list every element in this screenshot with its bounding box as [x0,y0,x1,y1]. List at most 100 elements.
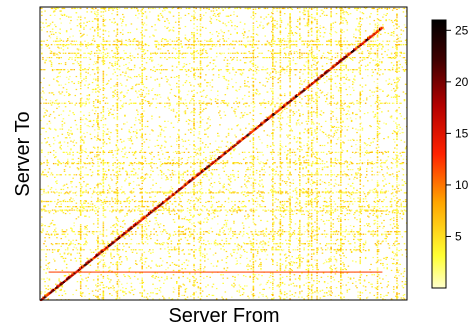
heatmap-cell [223,100,226,102]
heatmap-cell [58,47,60,49]
heatmap-cell [373,81,376,83]
heatmap-cell [369,95,371,97]
heatmap-cell [103,216,106,218]
heatmap-cell [209,81,211,84]
heatmap-cell [209,98,211,100]
heatmap-cell [312,142,314,144]
heatmap-cell [197,221,200,223]
heatmap-cell [69,22,71,24]
heatmap-cell [105,176,108,178]
heatmap-cell [109,186,111,188]
heatmap-cell [184,268,187,270]
heatmap-cell [381,62,383,64]
heatmap-cell [265,235,268,237]
heatmap-cell [212,254,215,256]
heatmap-cell [48,47,51,49]
heatmap-cell [205,192,207,194]
heatmap-cell [319,113,322,116]
heatmap-cell [173,76,176,79]
heatmap-cell [249,61,251,63]
heatmap-cell [184,288,187,291]
heatmap-cell [276,218,278,220]
heatmap-cell [152,184,154,186]
heatmap-cell [260,113,262,115]
heatmap-cell [246,113,248,116]
heatmap-cell [225,188,228,191]
heatmap-cell [225,262,228,264]
heatmap-cell [44,291,46,293]
heatmap-cell [355,29,357,31]
heatmap-cell [322,131,325,134]
heatmap-cell [166,178,168,180]
heatmap-cell [83,114,85,116]
heatmap-cell [179,27,181,29]
heatmap-cell [241,32,244,35]
heatmap-cell [296,267,299,269]
heatmap-cell [173,248,176,250]
heatmap-cell [386,294,388,297]
heatmap-cell [129,31,132,34]
heatmap-cell [62,45,65,47]
heatmap-cell [299,35,301,37]
heatmap-cell [210,227,213,229]
heatmap-cell [214,239,217,241]
heatmap-cell [229,153,232,155]
heatmap-cell [263,174,265,176]
heatmap-cell [285,239,287,241]
heatmap-cell [185,287,188,290]
heatmap-cell [78,152,81,154]
heatmap-cell [47,285,50,287]
heatmap-cell [300,137,302,140]
heatmap-cell [62,110,65,112]
heatmap-cell [139,122,141,124]
heatmap-cell [224,23,227,25]
heatmap-cell [97,106,99,108]
heatmap-cell [126,282,128,284]
heatmap-cell [398,269,400,272]
heatmap-cell [85,191,87,193]
heatmap-cell [62,118,65,120]
heatmap-cell [362,13,365,15]
heatmap-cell [137,227,139,229]
heatmap-cell [134,135,137,137]
heatmap-cell [81,80,83,82]
heatmap-cell [312,139,314,141]
heatmap-cell [140,31,142,34]
heatmap-cell [270,247,273,249]
heatmap-cell [141,38,143,40]
heatmap-cell [136,137,138,139]
heatmap-cell [346,289,349,291]
heatmap-cell [158,209,161,211]
heatmap-cell [125,178,127,180]
heatmap-cell [380,19,382,22]
heatmap-cell [74,59,77,61]
heatmap-cell [170,190,173,192]
heatmap-cell [346,118,349,120]
heatmap-cell [282,48,285,50]
heatmap-cell [385,294,387,297]
heatmap-cell [304,25,306,27]
heatmap-cell [223,267,226,269]
heatmap-cell [215,19,218,21]
heatmap-cell [211,294,214,297]
heatmap-cell [329,78,331,80]
heatmap-cell [164,136,166,138]
heatmap-cell [87,125,89,127]
heatmap-cell [386,263,388,266]
heatmap-cell [367,159,369,161]
heatmap-cell [145,78,148,80]
heatmap-cell [270,90,273,92]
heatmap-cell [360,238,363,241]
heatmap-cell [199,220,202,222]
heatmap-cell [172,15,175,17]
heatmap-cell [262,246,264,248]
heatmap-cell [347,169,350,171]
heatmap-cell [140,191,142,193]
heatmap-cell [380,165,382,167]
heatmap-cell [309,200,312,202]
heatmap-cell [186,296,189,298]
heatmap-cell [45,245,47,247]
heatmap-cell [391,185,394,187]
heatmap-cell [70,241,72,243]
heatmap-cell [213,212,216,215]
